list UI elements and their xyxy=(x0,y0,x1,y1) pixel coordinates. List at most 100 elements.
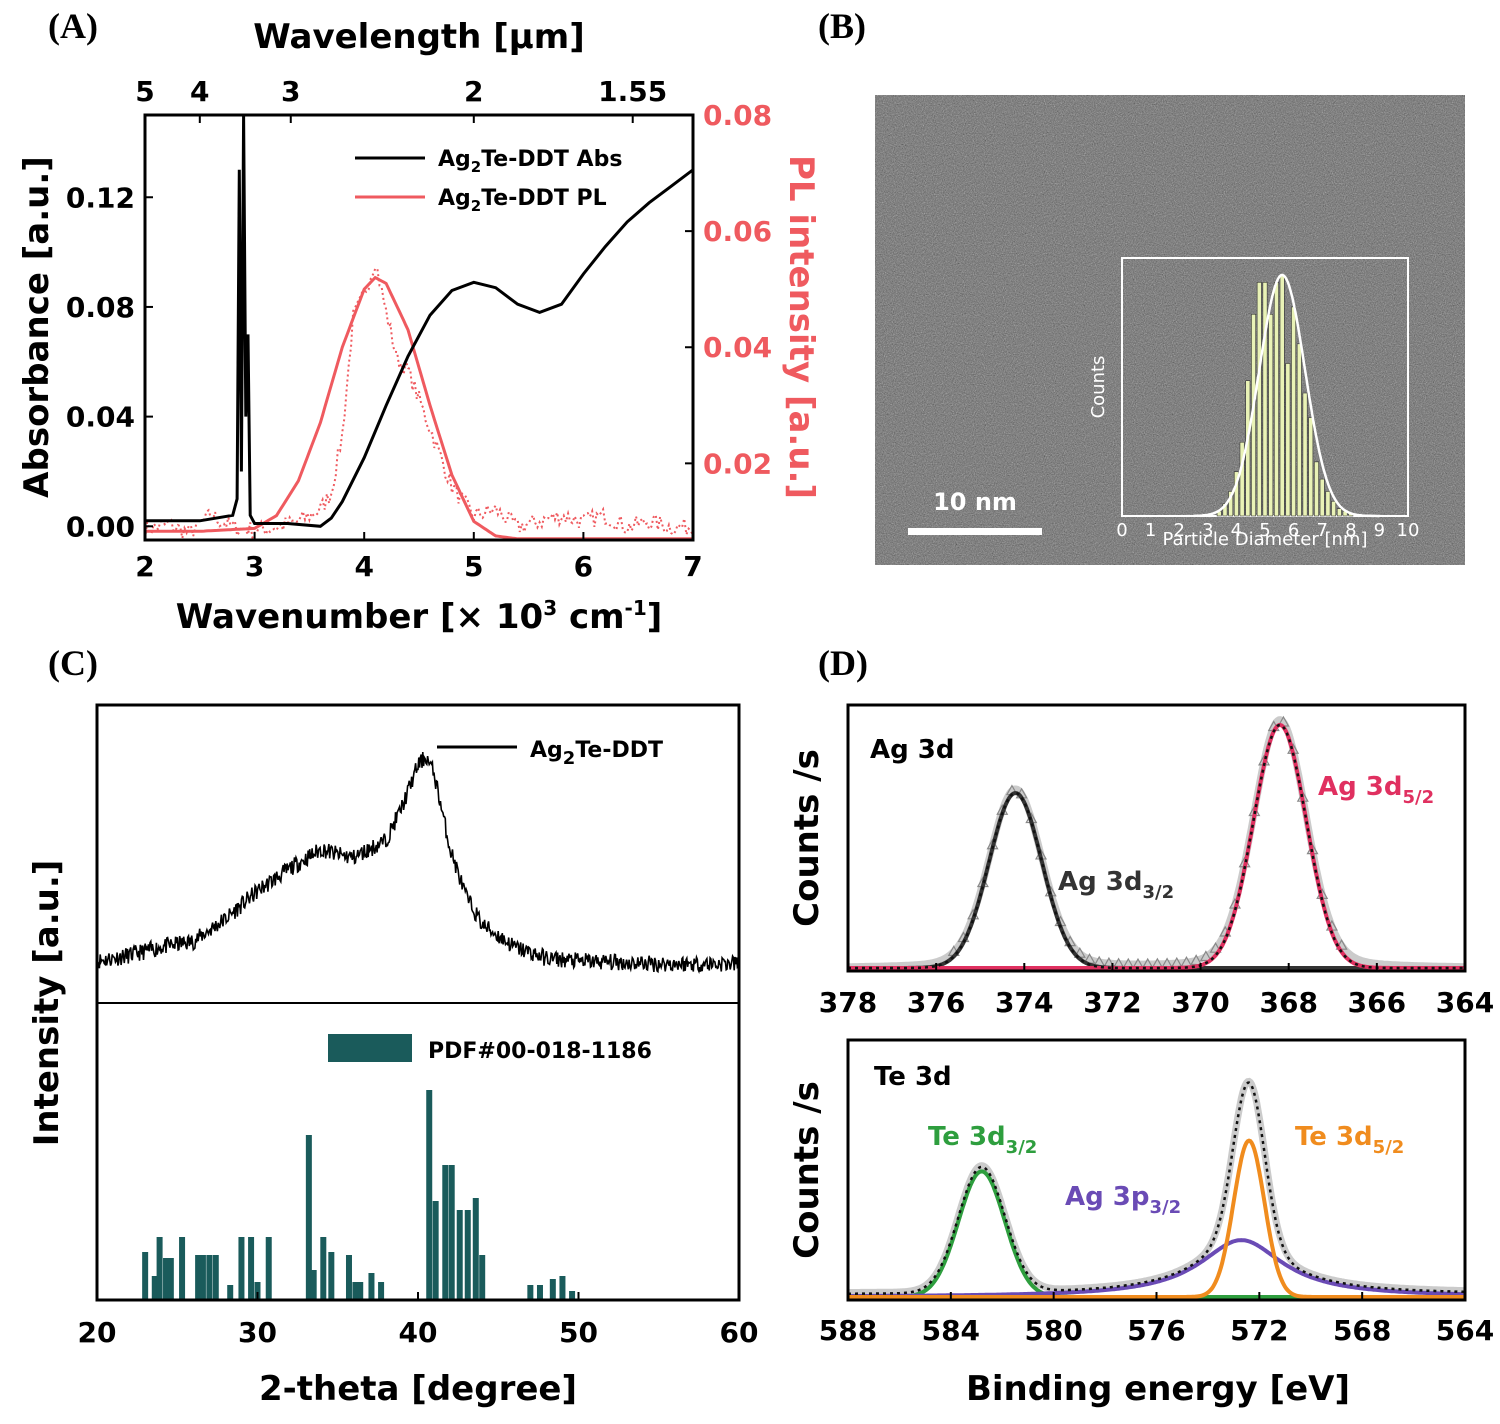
inset-x-tick-label: 7 xyxy=(1316,520,1327,541)
inset-bar xyxy=(1314,461,1319,517)
d-x-axis-label: Binding energy [eV] xyxy=(966,1369,1350,1409)
tem-image-texture xyxy=(875,95,1465,565)
d-top-x-tick-label: 374 xyxy=(995,986,1053,1019)
a-right-tick-label: 0.02 xyxy=(703,447,772,480)
d-bottom-x-tick-label: 588 xyxy=(819,1314,877,1347)
d-top-data-envelope xyxy=(848,716,1465,971)
c-x-tick-label: 60 xyxy=(720,1316,759,1349)
inset-histogram xyxy=(1193,273,1380,518)
inset-bar xyxy=(1302,392,1308,517)
reference-peak-bar xyxy=(156,1237,163,1300)
abs-line xyxy=(145,115,693,528)
reference-peak-bar xyxy=(456,1210,463,1300)
a-bottom-axis-label: Wavenumber [× 103 cm-1] xyxy=(176,596,663,637)
reference-peak-bar xyxy=(238,1237,245,1300)
panel-b: 0 1 2 3 4 5 6 7 8 9 10 Counts Particle Diameter [n… xyxy=(875,95,1465,565)
c-legend-xrd: Ag2Te-DDT xyxy=(530,738,663,769)
reference-peak-bar xyxy=(227,1285,234,1300)
reference-peak-bar xyxy=(426,1090,433,1300)
inset-x-tick-label: 4 xyxy=(1231,520,1242,541)
pl-data-line xyxy=(145,267,693,540)
inset-bar xyxy=(1268,313,1274,517)
d-bottom-x-tick-label: 584 xyxy=(922,1314,980,1347)
d-bottom-x-tick-label: 564 xyxy=(1436,1314,1494,1347)
reference-peak-bar xyxy=(464,1210,471,1300)
inset-x-tick-label: 3 xyxy=(1202,520,1213,541)
inset-x-tick-label: 6 xyxy=(1288,520,1299,541)
a-right-tick-label: 0.08 xyxy=(703,99,772,132)
inset-bar xyxy=(1296,343,1302,517)
a-x-tick-label: 3 xyxy=(245,550,264,583)
c-plot-area xyxy=(97,751,739,1300)
inset-x-tick-label: 10 xyxy=(1397,520,1420,541)
reference-peak-bar xyxy=(432,1201,439,1300)
d-top-x-tick-label: 376 xyxy=(907,986,965,1019)
c-x-ticks: 20 30 40 50 60 xyxy=(78,1292,759,1349)
d-top-x-ticks: 378 376 374 372 370 368 366 364 xyxy=(819,963,1494,1019)
d-bottom-plot-area xyxy=(848,1077,1465,1299)
a-right-tick-label: 0.06 xyxy=(703,215,772,248)
d-top-y-label: Counts /s xyxy=(787,749,827,927)
inset-bar xyxy=(1331,500,1337,517)
d-bottom-x-tick-label: 572 xyxy=(1230,1314,1288,1347)
reference-peak-bar xyxy=(368,1273,375,1300)
d-top-frame xyxy=(846,703,1467,973)
d-top-x-tick-label: 366 xyxy=(1348,986,1406,1019)
reference-peak-bar xyxy=(472,1198,479,1300)
a-left-tick-label: 0.08 xyxy=(66,291,135,324)
reference-peak-bar xyxy=(569,1291,576,1300)
reference-peak-bar xyxy=(310,1270,317,1300)
a-x-ticks: 2 3 4 5 6 7 xyxy=(135,532,703,583)
inset-bar xyxy=(1285,363,1291,517)
panel-d: 378 376 374 372 370 368 366 364 Ag 3d Ag 3d3/2 … xyxy=(787,703,1494,1409)
reference-peak-bar xyxy=(195,1255,202,1300)
a-top-tick-label: 5 xyxy=(135,75,154,108)
reference-peak-bar xyxy=(527,1285,534,1300)
c-legend-pdf: PDF#00-018-1186 xyxy=(428,1039,652,1064)
reference-peak-bar xyxy=(206,1255,213,1300)
c-x-tick-label: 50 xyxy=(559,1316,598,1349)
a-top-ticks: 5 4 3 2 1.55 xyxy=(135,75,667,123)
inset-bar xyxy=(1279,274,1285,517)
inset-bar xyxy=(1233,471,1239,517)
d-bottom-peak1-label: Te 3d3/2 xyxy=(928,1122,1037,1158)
reference-peak-bar xyxy=(167,1258,174,1300)
reference-peak-bar xyxy=(199,1255,206,1300)
d-top-x-tick-label: 372 xyxy=(1083,986,1141,1019)
a-top-tick-label: 1.55 xyxy=(598,75,667,108)
reference-peak-bar xyxy=(345,1255,352,1300)
reference-peak-bar xyxy=(320,1237,327,1300)
a-right-ticks: 0.02 0.04 0.06 0.08 xyxy=(685,99,772,480)
d-top-x-tick-label: 378 xyxy=(819,986,877,1019)
a-right-tick-label: 0.04 xyxy=(703,331,772,364)
a-right-axis-label: PL intensity [a.u.] xyxy=(781,155,821,499)
inset-x-tick-label: 5 xyxy=(1259,520,1270,541)
panel-label-d: (D) xyxy=(818,643,868,683)
d-bottom-peak3-label: Ag 3p3/2 xyxy=(1065,1182,1181,1218)
inset-bar xyxy=(1336,508,1342,517)
d-top-data-point xyxy=(1209,941,1222,953)
reference-peak-bar xyxy=(151,1276,158,1300)
scale-bar-label: 10 nm xyxy=(933,488,1017,516)
reference-peak-bar xyxy=(142,1252,149,1300)
c-x-tick-label: 30 xyxy=(238,1316,277,1349)
a-top-tick-label: 2 xyxy=(464,75,483,108)
a-x-tick-label: 6 xyxy=(574,550,593,583)
reference-peak-bar xyxy=(163,1258,170,1300)
inset-x-label: Particle Diameter [nm] xyxy=(1163,529,1368,550)
xrd-line xyxy=(97,751,739,975)
reference-peak-bar xyxy=(254,1282,261,1300)
inset-bar xyxy=(1325,491,1331,517)
reference-peak-bar xyxy=(305,1135,312,1300)
inset-y-label: Counts xyxy=(1088,356,1109,419)
reference-peak-bar xyxy=(328,1252,335,1300)
a-left-ticks: 0.00 0.04 0.08 0.12 xyxy=(66,181,153,543)
reference-peak-bar xyxy=(378,1282,385,1300)
reference-peak-bar xyxy=(357,1282,364,1300)
reference-peak-bar xyxy=(352,1282,359,1300)
reference-peak-bar xyxy=(179,1237,186,1300)
d-top-fit-ag3d52 xyxy=(848,722,1465,970)
inset-bar xyxy=(1228,491,1234,517)
d-top-plot-area xyxy=(848,715,1465,971)
d-bottom-title: Te 3d xyxy=(874,1062,952,1092)
